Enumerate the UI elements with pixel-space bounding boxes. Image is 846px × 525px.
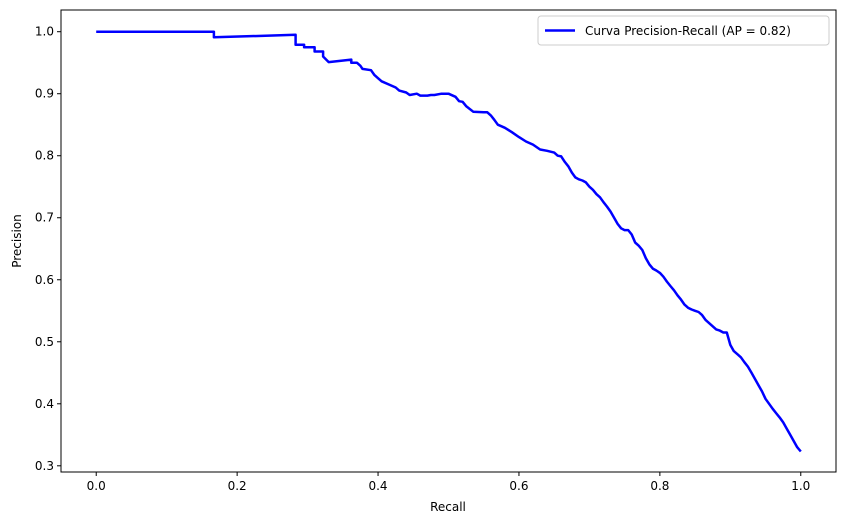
legend: Curva Precision-Recall (AP = 0.82) xyxy=(537,15,830,46)
y-tick-label: 0.8 xyxy=(35,149,54,163)
y-tick-label: 0.5 xyxy=(35,335,54,349)
x-tick-label: 0.6 xyxy=(509,479,528,493)
x-tick-label: 0.8 xyxy=(650,479,669,493)
y-axis-title: Precision xyxy=(10,214,24,268)
x-tick-label: 0.4 xyxy=(368,479,387,493)
series-layer xyxy=(96,30,802,453)
y-tick-label: 1.0 xyxy=(35,25,54,39)
y-tick-label: 0.9 xyxy=(35,87,54,101)
legend-label: Curva Precision-Recall (AP = 0.82) xyxy=(585,24,791,38)
x-tick-label: 1.0 xyxy=(791,479,810,493)
x-tick-label: 0.0 xyxy=(87,479,106,493)
y-tick-label: 0.3 xyxy=(35,459,54,473)
y-tick-label: 0.7 xyxy=(35,211,54,225)
y-axis: 0.3 0.4 0.5 0.6 0.7 0.8 0.9 1.0 xyxy=(35,25,61,473)
precision-recall-curve xyxy=(96,30,802,453)
y-tick-label: 0.6 xyxy=(35,273,54,287)
x-tick-label: 0.2 xyxy=(228,479,247,493)
plot-frame xyxy=(60,9,837,473)
y-tick-label: 0.4 xyxy=(35,397,54,411)
x-axis-title: Recall xyxy=(430,500,466,514)
x-axis: 0.0 0.2 0.4 0.6 0.8 1.0 xyxy=(87,472,810,493)
legend-box xyxy=(537,15,830,46)
